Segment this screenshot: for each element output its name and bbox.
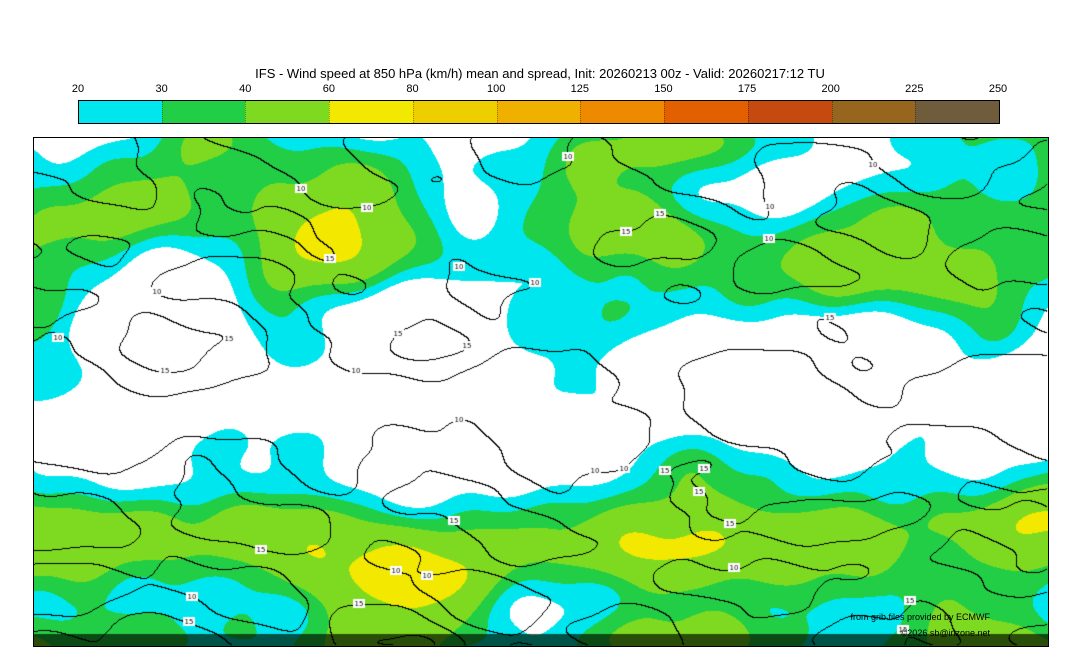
- map-frame: from grib files provided by ECMWF ©2026 …: [33, 137, 1049, 647]
- colorbar-segment: [412, 101, 497, 123]
- colorbar-segment: [79, 101, 162, 123]
- colorbar-segment: [915, 101, 1000, 123]
- colorbar-tick-label: 225: [905, 83, 924, 95]
- colorbar-tick-label: 30: [155, 83, 168, 95]
- colorbar-segment: [329, 101, 413, 123]
- wind-speed-map-canvas: [34, 138, 1048, 646]
- colorbar-tick-label: 40: [239, 83, 252, 95]
- attribution-source: from grib files provided by ECMWF: [850, 612, 990, 622]
- chart-title: IFS - Wind speed at 850 hPa (km/h) mean …: [255, 66, 825, 81]
- colorbar-tick-label: 200: [821, 83, 840, 95]
- colorbar-segment: [496, 101, 581, 123]
- colorbar-tick-label: 100: [486, 83, 506, 95]
- colorbar-tick-labels: 20 30 40 60 80 100 125 150 175 200 225 250: [72, 83, 1007, 97]
- attribution: from grib files provided by ECMWF ©2026 …: [850, 609, 990, 641]
- colorbar-segment: [747, 101, 832, 123]
- colorbar-segment: [664, 101, 748, 123]
- colorbar-tick-label: 150: [654, 83, 673, 95]
- colorbar-segment: [245, 101, 330, 123]
- colorbar-scale: [78, 100, 1000, 124]
- colorbar-tick-label: 60: [322, 83, 336, 95]
- colorbar-tick-label: 175: [737, 83, 757, 95]
- colorbar: 20 30 40 60 80 100 125 150 175 200 225 250: [72, 83, 1007, 125]
- colorbar-tick-label: 80: [406, 83, 419, 95]
- colorbar-tick-label: 20: [71, 83, 85, 95]
- colorbar-segment: [580, 101, 665, 123]
- colorbar-segment: [161, 101, 246, 123]
- attribution-copyright: ©2026 sb@irizone.net: [900, 628, 990, 638]
- colorbar-tick-label: 250: [988, 83, 1008, 95]
- colorbar-segment: [831, 101, 916, 123]
- colorbar-tick-label: 125: [570, 83, 589, 95]
